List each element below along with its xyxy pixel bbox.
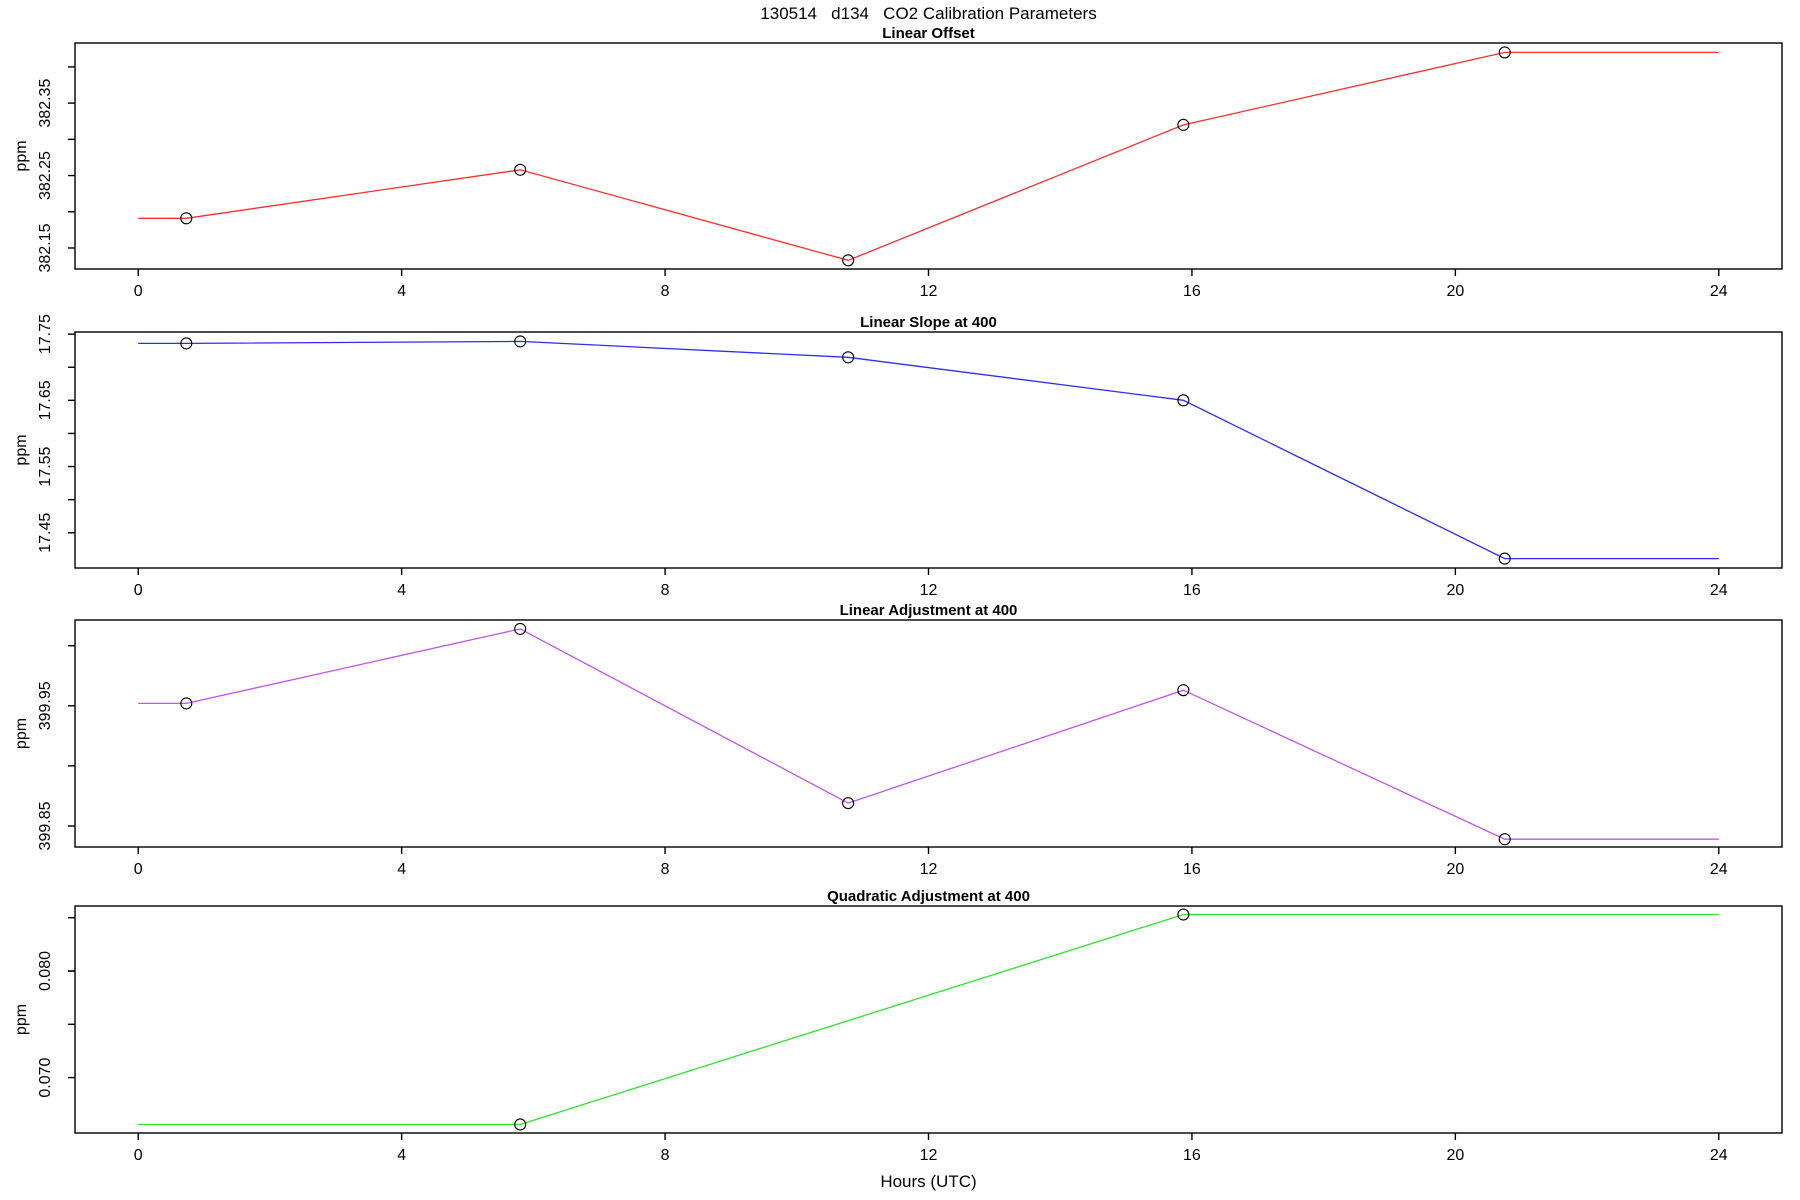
y-tick-label: 0.070 bbox=[37, 1057, 54, 1097]
data-point-marker bbox=[180, 212, 193, 225]
x-tick-label: 8 bbox=[661, 582, 670, 599]
data-point-marker bbox=[1498, 46, 1511, 59]
data-point-marker bbox=[514, 163, 527, 176]
plot-border bbox=[74, 42, 1783, 270]
x-tick-label: 12 bbox=[920, 283, 938, 300]
panel-title: Linear Slope at 400 bbox=[860, 314, 997, 331]
x-tick-label: 0 bbox=[134, 1147, 143, 1164]
y-tick-label: 382.35 bbox=[37, 79, 54, 128]
y-axis-label: ppm bbox=[13, 1004, 30, 1035]
x-tick-label: 16 bbox=[1183, 861, 1201, 878]
series-line-linear-slope-at-400 bbox=[138, 340, 1719, 560]
x-tick-label: 4 bbox=[397, 582, 406, 599]
x-tick-label: 8 bbox=[661, 1147, 670, 1164]
panel-title: Linear Adjustment at 400 bbox=[840, 602, 1018, 619]
panel-title: Linear Offset bbox=[882, 25, 975, 42]
x-tick-label: 24 bbox=[1710, 283, 1728, 300]
data-point-marker bbox=[842, 254, 855, 267]
x-tick-label: 24 bbox=[1710, 582, 1728, 599]
y-tick-label: 17.55 bbox=[37, 446, 54, 486]
plot-border bbox=[74, 619, 1783, 848]
data-point-marker bbox=[842, 351, 855, 364]
panel-title: Quadratic Adjustment at 400 bbox=[827, 888, 1030, 905]
y-tick-label: 0.080 bbox=[37, 951, 54, 991]
data-point-marker bbox=[1177, 684, 1190, 697]
y-tick-label: 382.15 bbox=[37, 223, 54, 272]
plot-border bbox=[74, 905, 1783, 1134]
y-axis-label: ppm bbox=[13, 140, 30, 171]
x-tick-label: 0 bbox=[134, 861, 143, 878]
x-tick-label: 4 bbox=[397, 1147, 406, 1164]
panel-linear-offset: Linear Offset 382.15 382.25 382.35 ppm 0 4 8 12 1… bbox=[13, 25, 1783, 300]
panel-linear-adjustment-at-400: Linear Adjustment at 400 399.85 399.95 ppm 0… bbox=[13, 602, 1783, 878]
panel-linear-slope-at-400: Linear Slope at 400 17.45 17.55 17.65 17.75 p… bbox=[13, 314, 1783, 599]
x-tick-label: 16 bbox=[1183, 283, 1201, 300]
x-tick-label: 20 bbox=[1446, 1147, 1464, 1164]
data-point-marker bbox=[180, 337, 193, 350]
y-tick-label: 17.45 bbox=[37, 513, 54, 553]
data-point-marker bbox=[1177, 908, 1190, 921]
x-tick-label: 16 bbox=[1183, 582, 1201, 599]
y-tick-label: 17.75 bbox=[37, 314, 54, 354]
x-tick-label: 8 bbox=[661, 283, 670, 300]
x-tick-label: 20 bbox=[1446, 582, 1464, 599]
y-tick-label: 382.25 bbox=[37, 151, 54, 200]
main-title: 130514 d134 CO2 Calibration Parameters bbox=[760, 4, 1097, 23]
data-point-marker bbox=[514, 1118, 527, 1131]
x-axis-label: Hours (UTC) bbox=[880, 1172, 977, 1191]
data-point-marker bbox=[514, 335, 527, 348]
series-line-linear-adjustment-at-400 bbox=[138, 628, 1719, 840]
x-tick-label: 20 bbox=[1446, 283, 1464, 300]
x-tick-label: 16 bbox=[1183, 1147, 1201, 1164]
x-tick-label: 0 bbox=[134, 582, 143, 599]
y-tick-label: 17.65 bbox=[37, 380, 54, 420]
data-point-marker bbox=[514, 622, 527, 635]
x-tick-label: 8 bbox=[661, 861, 670, 878]
data-point-marker bbox=[1177, 394, 1190, 407]
x-tick-label: 12 bbox=[920, 582, 938, 599]
data-point-marker bbox=[842, 797, 855, 810]
x-tick-label: 0 bbox=[134, 283, 143, 300]
y-axis-label: ppm bbox=[13, 718, 30, 749]
data-point-marker bbox=[180, 697, 193, 710]
y-tick-label: 399.85 bbox=[37, 801, 54, 850]
series-line-quadratic-adjustment-at-400 bbox=[138, 913, 1719, 1126]
x-tick-label: 4 bbox=[397, 283, 406, 300]
x-tick-label: 4 bbox=[397, 861, 406, 878]
x-tick-label: 12 bbox=[920, 1147, 938, 1164]
x-tick-label: 24 bbox=[1710, 1147, 1728, 1164]
series-line-linear-offset bbox=[138, 51, 1719, 261]
y-axis-label: ppm bbox=[13, 434, 30, 465]
panel-quadratic-adjustment-at-400: Quadratic Adjustment at 400 0.070 0.080 ppm… bbox=[13, 888, 1783, 1164]
x-tick-label: 12 bbox=[920, 861, 938, 878]
data-point-marker bbox=[1177, 118, 1190, 131]
data-point-marker bbox=[1498, 552, 1511, 565]
data-point-marker bbox=[1498, 833, 1511, 846]
x-tick-label: 24 bbox=[1710, 861, 1728, 878]
y-tick-label: 399.95 bbox=[37, 681, 54, 730]
x-tick-label: 20 bbox=[1446, 861, 1464, 878]
